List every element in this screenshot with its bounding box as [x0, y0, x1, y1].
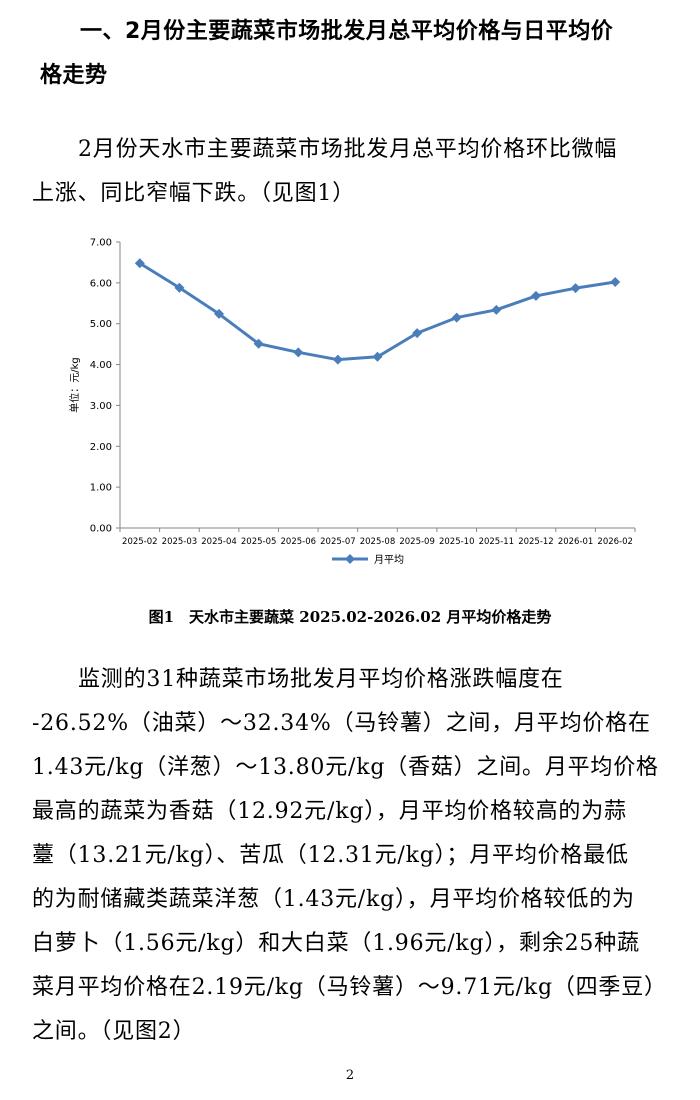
- data-point-marker: [530, 290, 541, 301]
- x-tick-label: 2026-02: [597, 537, 633, 547]
- data-point-marker: [174, 282, 185, 293]
- paragraph-summary: 2月份天水市主要蔬菜市场批发月总平均价格环比微幅 上涨、同比窄幅下跌。（见图1）: [32, 128, 672, 216]
- x-tick-label: 2025-11: [479, 537, 515, 547]
- heading-line-1: 一、2月份主要蔬菜市场批发月总平均价格与日平均价: [80, 19, 614, 44]
- x-tick-label: 2025-08: [360, 537, 396, 547]
- data-point-marker: [253, 338, 264, 349]
- data-point-marker: [332, 354, 343, 365]
- section-heading: 一、2月份主要蔬菜市场批发月总平均价格与日平均价 格走势: [40, 10, 680, 98]
- x-tick-label: 2025-03: [162, 537, 198, 547]
- x-tick-label: 2026-01: [558, 537, 594, 547]
- x-tick-label: 2025-02: [122, 537, 158, 547]
- y-axis-label: 单位：元/kg: [68, 357, 81, 413]
- paragraph-line: 薹（13.21元/kg）、苦瓜（12.31元/kg）；月平均价格最低: [32, 843, 629, 868]
- paragraph-line: 2月份天水市主要蔬菜市场批发月总平均价格环比微幅: [78, 137, 618, 162]
- page-number: 2: [345, 1068, 355, 1083]
- paragraph-detail: 监测的31种蔬菜市场批发月平均价格涨跌幅度在 -26.52%（油菜）～32.34…: [32, 658, 672, 1054]
- y-tick-label: 5.00: [90, 319, 112, 330]
- data-point-marker: [214, 308, 225, 319]
- paragraph-line: 白萝卜（1.56元/kg）和大白菜（1.96元/kg），剩余25种蔬: [32, 931, 640, 956]
- paragraph-line: 之间。（见图2）: [32, 1019, 196, 1044]
- y-tick-label: 2.00: [90, 442, 112, 453]
- legend-marker: [345, 554, 355, 564]
- x-tick-label: 2025-06: [281, 537, 317, 547]
- y-tick-label: 1.00: [90, 483, 112, 494]
- heading-line-2: 格走势: [40, 63, 108, 88]
- x-tick-label: 2025-09: [399, 537, 435, 547]
- paragraph-line: -26.52%（油菜）～32.34%（马铃薯）之间，月平均价格在: [32, 711, 651, 736]
- y-tick-label: 4.00: [90, 360, 112, 371]
- data-point-marker: [491, 304, 502, 315]
- data-point-marker: [451, 312, 462, 323]
- y-tick-label: 3.00: [90, 401, 112, 412]
- y-tick-label: 6.00: [90, 278, 112, 289]
- x-tick-label: 2025-10: [439, 537, 475, 547]
- x-tick-label: 2025-07: [320, 537, 356, 547]
- paragraph-line: 监测的31种蔬菜市场批发月平均价格涨跌幅度在: [78, 667, 564, 692]
- paragraph-line: 1.43元/kg（洋葱）～13.80元/kg（香菇）之间。月平均价格: [32, 755, 659, 780]
- y-tick-label: 7.00: [90, 238, 112, 249]
- data-point-marker: [412, 328, 423, 339]
- x-tick-label: 2025-04: [201, 537, 237, 547]
- chart-svg: 0.00 1.00 2.00 3.00 4.00 5.00 6.00 7.00 2025-02 2…: [68, 238, 636, 566]
- price-trend-chart: 0.00 1.00 2.00 3.00 4.00 5.00 6.00 7.00 2025-02 2…: [60, 230, 650, 580]
- data-point-marker: [610, 277, 621, 288]
- paragraph-line: 最高的蔬菜为香菇（12.92元/kg），月平均价格较高的为蒜: [32, 799, 627, 824]
- legend-label: 月平均: [374, 554, 404, 566]
- data-point-marker: [570, 283, 581, 294]
- paragraph-line: 的为耐储藏类蔬菜洋葱（1.43元/kg），月平均价格较低的为: [32, 887, 635, 912]
- paragraph-line: 菜月平均价格在2.19元/kg（马铃薯）～9.71元/kg（四季豆）: [32, 975, 667, 1000]
- x-tick-label: 2025-05: [241, 537, 277, 547]
- paragraph-line: 上涨、同比窄幅下跌。（见图1）: [32, 181, 355, 206]
- y-tick-label: 0.00: [90, 524, 112, 535]
- figure-caption: 图1 天水市主要蔬菜 2025.02-2026.02 月平均价格走势: [148, 608, 552, 626]
- series-line: [139, 261, 616, 362]
- data-point-marker: [134, 258, 145, 269]
- data-point-marker: [293, 347, 304, 358]
- x-tick-label: 2025-12: [518, 537, 554, 547]
